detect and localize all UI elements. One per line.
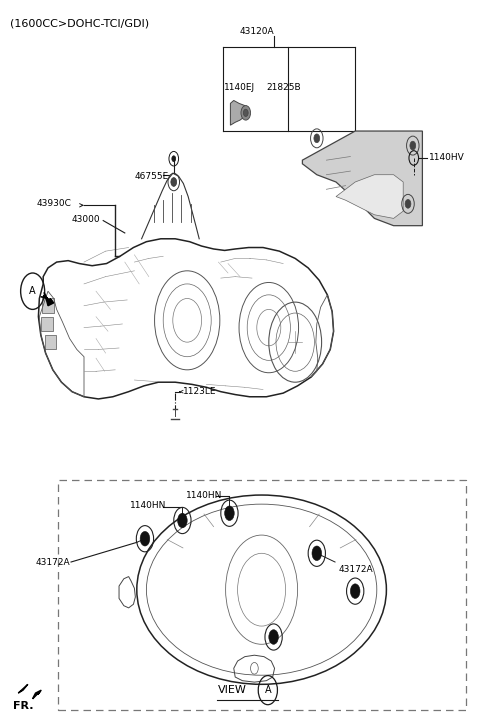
Text: 46755E: 46755E — [134, 172, 168, 181]
Text: 1140HN: 1140HN — [186, 491, 223, 499]
Circle shape — [410, 141, 416, 150]
Circle shape — [312, 546, 322, 561]
Bar — [41, 317, 53, 331]
Text: 1140HV: 1140HV — [429, 154, 464, 162]
Text: 43172A: 43172A — [36, 558, 71, 566]
Text: 1140EJ: 1140EJ — [224, 83, 255, 92]
Circle shape — [172, 156, 176, 162]
Circle shape — [269, 630, 278, 644]
Polygon shape — [33, 690, 41, 699]
Circle shape — [243, 109, 248, 116]
Circle shape — [350, 584, 360, 598]
Text: 21825B: 21825B — [266, 83, 301, 92]
Text: A: A — [29, 286, 36, 296]
Text: 43000: 43000 — [72, 215, 101, 224]
Text: 43120A: 43120A — [240, 27, 275, 36]
Text: A: A — [264, 685, 271, 695]
Text: 43172A: 43172A — [338, 565, 373, 574]
Text: 43930C: 43930C — [37, 199, 72, 207]
Polygon shape — [18, 684, 28, 693]
Circle shape — [178, 513, 187, 528]
Circle shape — [314, 134, 320, 143]
Polygon shape — [43, 296, 54, 306]
Bar — [42, 298, 54, 313]
Circle shape — [171, 178, 177, 186]
Bar — [45, 335, 56, 349]
Circle shape — [225, 506, 234, 521]
Polygon shape — [336, 175, 403, 218]
Circle shape — [241, 106, 251, 120]
Text: FR.: FR. — [13, 701, 34, 711]
Text: (1600CC>DOHC-TCI/GDI): (1600CC>DOHC-TCI/GDI) — [10, 18, 149, 28]
Text: 1123LE: 1123LE — [183, 387, 217, 396]
Circle shape — [405, 199, 411, 208]
Polygon shape — [302, 131, 422, 226]
Polygon shape — [230, 100, 247, 125]
Text: VIEW: VIEW — [218, 685, 247, 695]
Circle shape — [140, 531, 150, 546]
Text: 1140HN: 1140HN — [130, 502, 166, 510]
